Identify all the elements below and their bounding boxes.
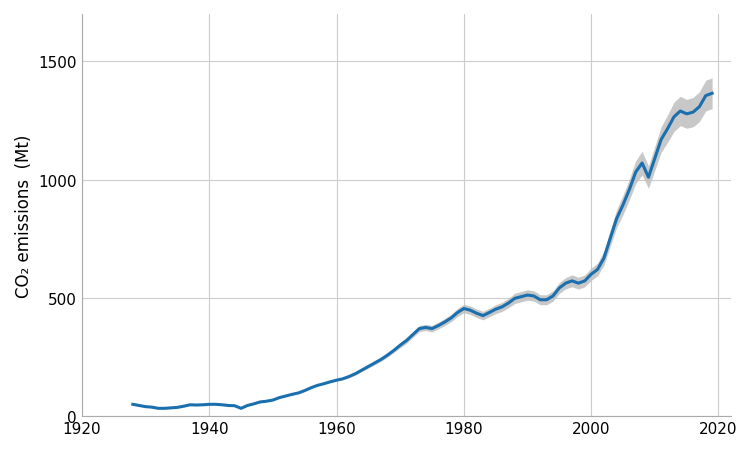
- Y-axis label: CO₂ emissions  (Mt): CO₂ emissions (Mt): [15, 134, 33, 297]
